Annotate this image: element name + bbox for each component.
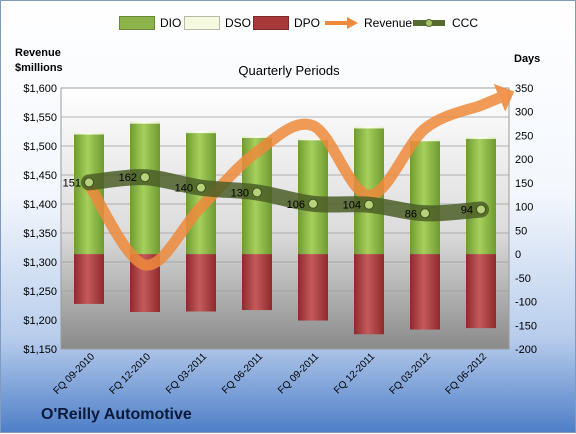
bar-dso	[466, 136, 496, 139]
bar-dpo	[74, 254, 104, 304]
right-tick-label: 150	[515, 178, 533, 190]
ccc-data-label: 94	[461, 204, 473, 216]
legend: DIO DSO DPO Revenue CCC	[1, 13, 576, 35]
bar-dpo	[410, 254, 440, 330]
left-axis-title: Revenue $millions	[15, 46, 63, 76]
bar-dio	[466, 138, 496, 255]
left-tick-label: $1,500	[23, 141, 57, 153]
legend-item-dso: DSO	[184, 13, 251, 33]
ccc-point	[364, 199, 374, 210]
ccc-point	[476, 204, 486, 215]
legend-label-revenue: Revenue	[364, 16, 413, 30]
left-axis-title-line1: Revenue	[15, 47, 61, 59]
bar-dso	[130, 121, 160, 124]
x-tick-label: FQ 06-2012	[444, 351, 490, 397]
right-tick-label: -200	[515, 344, 537, 356]
ccc-data-label: 104	[343, 200, 361, 212]
legend-line-ccc	[413, 19, 445, 27]
x-tick-label: FQ 12-2010	[108, 351, 154, 397]
ccc-data-label: 162	[119, 172, 137, 184]
revenue-arrowhead	[493, 83, 515, 112]
legend-item-dio: DIO	[119, 13, 181, 33]
legend-arrow-revenue	[325, 17, 358, 29]
x-tick-label: FQ 03-2011	[164, 351, 209, 396]
right-tick-label: 200	[515, 154, 533, 166]
ccc-point	[308, 198, 318, 209]
legend-item-revenue: Revenue	[323, 13, 412, 33]
bar-dpo	[466, 254, 496, 329]
left-tick-label: $1,150	[23, 344, 57, 356]
bar-dso	[298, 138, 328, 141]
legend-swatch-dio	[119, 16, 155, 30]
legend-swatch-dpo	[253, 16, 289, 30]
right-tick-label: 300	[515, 107, 533, 119]
x-tick-label: FQ 09-2010	[52, 351, 98, 397]
legend-label-dpo: DPO	[294, 16, 321, 30]
right-tick-label: 0	[515, 249, 521, 261]
right-tick-label: -50	[515, 273, 531, 285]
legend-item-dpo: DPO	[253, 13, 320, 33]
right-tick-label: 350	[515, 83, 533, 95]
x-tick-label: FQ 12-2011	[332, 351, 377, 396]
chart-title: Quarterly Periods	[238, 63, 340, 78]
left-tick-label: $1,300	[23, 257, 57, 269]
left-tick-label: $1,600	[23, 83, 57, 95]
bar-dso	[74, 132, 104, 135]
right-tick-label: 100	[515, 202, 533, 214]
left-tick-label: $1,400	[23, 199, 57, 211]
company-name: O'Reilly Automotive	[41, 406, 192, 423]
ccc-data-label: 151	[63, 177, 81, 189]
left-tick-label: $1,200	[23, 315, 57, 327]
left-tick-label: $1,350	[23, 228, 57, 240]
bar-dpo	[354, 254, 384, 335]
legend-label-ccc: CCC	[452, 16, 478, 30]
ccc-data-label: 130	[231, 187, 249, 199]
bar-dso	[186, 131, 216, 134]
bar-dio	[130, 123, 160, 255]
bar-dpo	[242, 254, 272, 311]
revenue-line	[84, 92, 502, 271]
bar-dio	[410, 141, 440, 255]
legend-label-dio: DIO	[160, 16, 182, 30]
left-tick-label: $1,550	[23, 112, 57, 124]
ccc-data-label: 86	[405, 208, 417, 220]
ccc-point	[84, 177, 94, 188]
ccc-point	[196, 182, 206, 193]
bar-dpo	[298, 254, 328, 321]
legend-item-ccc: CCC	[411, 13, 478, 33]
right-tick-label: 50	[515, 225, 527, 237]
x-tick-label: FQ 03-2012	[388, 351, 434, 397]
legend-label-dso: DSO	[225, 16, 252, 30]
right-axis-title: Days	[514, 53, 541, 65]
left-tick-label: $1,450	[23, 170, 57, 182]
x-tick-label: FQ 09-2011	[276, 351, 321, 396]
left-tick-label: $1,250	[23, 286, 57, 298]
bar-dso	[242, 135, 272, 138]
right-tick-label: -100	[515, 297, 537, 309]
ccc-point	[140, 172, 150, 183]
ccc-data-label: 106	[287, 199, 305, 211]
ccc-point	[252, 187, 262, 198]
left-axis-title-line2: $millions	[15, 62, 63, 74]
right-tick-label: 250	[515, 130, 533, 142]
ccc-data-label: 140	[175, 183, 193, 195]
bar-dpo	[186, 254, 216, 312]
ccc-point	[420, 208, 430, 219]
legend-swatch-dso	[184, 16, 220, 30]
bar-dso	[354, 126, 384, 129]
x-tick-label: FQ 06-2011	[220, 351, 265, 396]
bar-dso	[410, 139, 440, 142]
right-tick-label: -150	[515, 320, 537, 332]
